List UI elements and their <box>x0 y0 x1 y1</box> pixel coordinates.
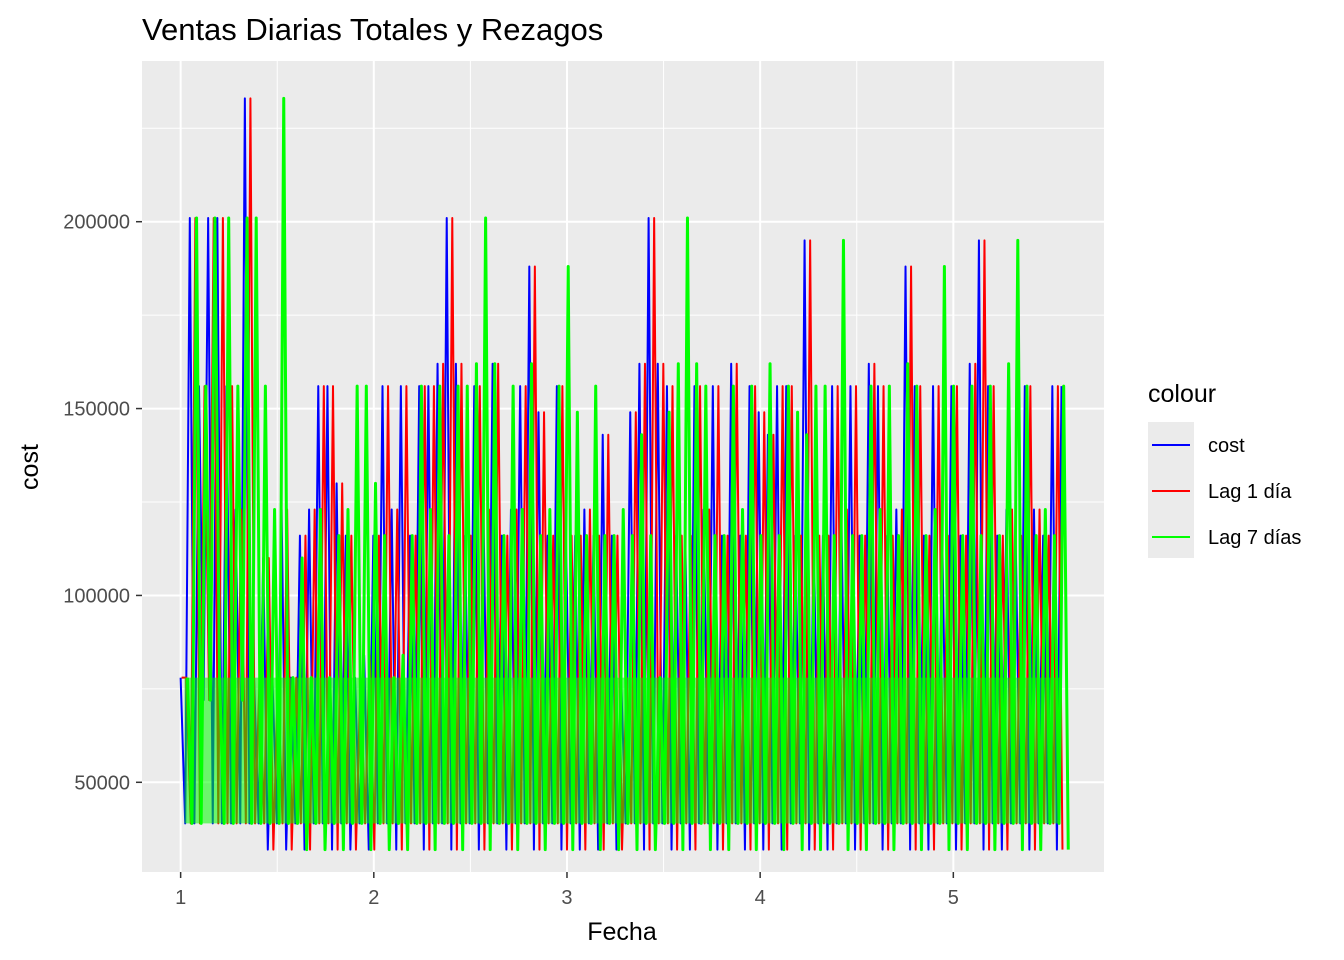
lag-7-dense-band <box>184 677 1060 824</box>
legend-label: cost <box>1208 435 1245 457</box>
y-tick-label: 100000 <box>63 585 130 607</box>
axes: 1 2 3 4 5 50000 100000 150000 200000 <box>63 212 959 909</box>
y-tick-label: 200000 <box>63 212 130 234</box>
legend-label: Lag 1 día <box>1208 481 1292 503</box>
x-tick-label: 1 <box>175 887 186 909</box>
legend-title: colour <box>1148 380 1216 408</box>
x-axis-title: Fecha <box>587 918 657 946</box>
y-tick-label: 50000 <box>74 772 130 794</box>
x-tick-label: 4 <box>755 887 766 909</box>
legend: colour cost Lag 1 día Lag 7 días <box>1148 380 1301 558</box>
y-axis-title: cost <box>16 444 44 490</box>
chart-title: Ventas Diarias Totales y Rezagos <box>142 12 603 47</box>
x-tick-label: 5 <box>948 887 959 909</box>
data-series <box>179 96 1070 852</box>
legend-label: Lag 7 días <box>1208 527 1301 549</box>
x-tick-label: 2 <box>368 887 379 909</box>
y-tick-label: 150000 <box>63 399 130 421</box>
x-tick-label: 3 <box>561 887 572 909</box>
